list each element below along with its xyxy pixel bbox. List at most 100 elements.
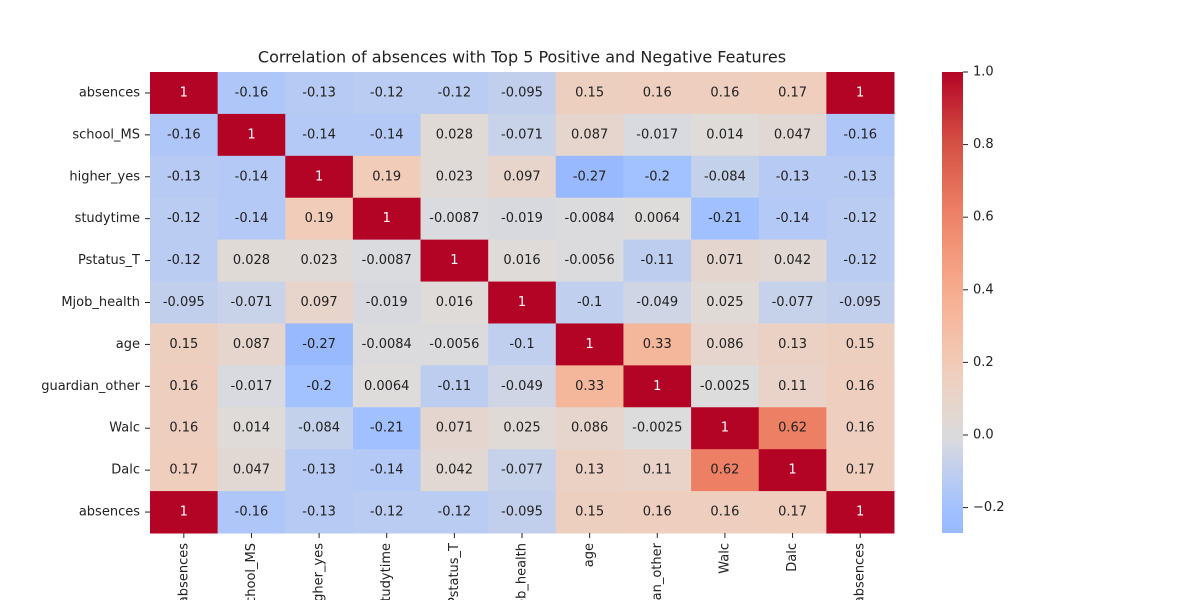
cell-label: -0.11 xyxy=(438,379,472,394)
cell-label: 1 xyxy=(653,379,661,394)
y-tick-label: Pstatus_T xyxy=(78,253,140,268)
cell-label: -0.095 xyxy=(839,295,881,310)
heatmap-cell xyxy=(826,197,895,241)
cell-label: -0.13 xyxy=(302,85,336,100)
colorbar-tick-label: 1.0 xyxy=(973,65,994,80)
cell-label: 0.16 xyxy=(710,85,739,100)
heatmap-cell xyxy=(623,323,692,366)
cell-label: 0.087 xyxy=(571,127,608,142)
x-tick-label: Dalc xyxy=(785,543,800,572)
cell-label: -0.12 xyxy=(167,211,201,226)
cell-label: 0.016 xyxy=(503,253,540,268)
cell-label: 0.17 xyxy=(778,505,807,520)
heatmap-cell xyxy=(488,365,557,408)
heatmap-cell xyxy=(488,72,557,115)
cell-label: 0.15 xyxy=(846,337,875,352)
heatmap-cell xyxy=(826,491,895,534)
heatmap-cell xyxy=(352,323,422,366)
cell-label: -0.1 xyxy=(509,337,534,352)
heatmap-cell xyxy=(758,323,827,366)
colorbar-tick-label: 0.2 xyxy=(973,355,994,370)
cell-label: 0.097 xyxy=(300,295,337,310)
cell-label: 0.33 xyxy=(575,379,604,394)
heatmap-cell xyxy=(488,113,557,157)
cell-label: -0.084 xyxy=(704,169,746,184)
cell-label: -0.017 xyxy=(636,127,678,142)
cell-label: 0.19 xyxy=(372,169,401,184)
cell-label: 0.33 xyxy=(643,337,672,352)
x-tick-label: absences xyxy=(176,543,191,600)
heatmap-cell xyxy=(352,197,422,241)
cell-label: 0.0064 xyxy=(635,211,681,226)
chart-title: Correlation of absences with Top 5 Posit… xyxy=(258,48,786,67)
heatmap-cell xyxy=(758,113,827,157)
cell-label: -0.077 xyxy=(501,463,543,478)
cell-label: 0.025 xyxy=(706,295,743,310)
cell-label: 1 xyxy=(788,463,796,478)
heatmap-cell xyxy=(352,491,422,534)
cell-label: -0.13 xyxy=(843,169,877,184)
cell-label: 0.15 xyxy=(575,85,604,100)
cell-label: 1 xyxy=(450,253,458,268)
y-tick-label: Walc xyxy=(109,421,140,436)
heatmap-cell xyxy=(555,281,624,324)
cell-label: 0.62 xyxy=(710,463,739,478)
heatmap-cell xyxy=(555,239,624,283)
heatmap-cell xyxy=(150,113,219,157)
cell-label: -0.019 xyxy=(366,295,408,310)
cell-label: 0.086 xyxy=(571,421,608,436)
cell-label: 0.13 xyxy=(778,337,807,352)
heatmap-cell xyxy=(352,239,422,283)
cell-label: 0.17 xyxy=(169,463,198,478)
cell-label: 0.16 xyxy=(169,421,198,436)
heatmap-cell xyxy=(285,239,354,283)
heatmap-cell xyxy=(623,449,692,492)
cell-label: 0.16 xyxy=(710,505,739,520)
heatmap-cell xyxy=(352,155,422,199)
cell-label: 1 xyxy=(247,127,255,142)
cell-label: -0.12 xyxy=(370,85,404,100)
heatmap-cell xyxy=(623,72,692,115)
cell-label: 0.047 xyxy=(774,127,811,142)
cell-label: -0.16 xyxy=(235,505,269,520)
heatmap-cell xyxy=(555,449,624,492)
heatmap-cell xyxy=(623,365,692,408)
colorbar-tick-label: 0.0 xyxy=(973,427,994,442)
heatmap-cell xyxy=(691,239,760,283)
heatmap-cell xyxy=(420,407,489,450)
heatmap-cell xyxy=(150,407,219,450)
heatmap-cell xyxy=(150,197,219,241)
y-tick-label: absences xyxy=(79,85,140,100)
heatmap-cell xyxy=(758,281,827,324)
heatmap-cell xyxy=(758,449,827,492)
heatmap-cell xyxy=(285,365,354,408)
heatmap-cell xyxy=(150,365,219,408)
colorbar-tick-label: 0.6 xyxy=(973,210,994,225)
cell-label: 0.16 xyxy=(643,85,672,100)
heatmap-cell xyxy=(285,197,354,241)
cell-label: 0.023 xyxy=(436,169,473,184)
cell-label: 1 xyxy=(518,295,526,310)
y-tick-label: Dalc xyxy=(111,463,140,478)
cell-label: 0.11 xyxy=(643,463,672,478)
heatmap-cell xyxy=(420,197,489,241)
cell-label: -0.11 xyxy=(640,253,674,268)
heatmap-cell xyxy=(555,72,624,115)
x-tick-label: school_MS xyxy=(244,543,259,600)
heatmap-cell xyxy=(217,155,286,199)
cell-label: -0.21 xyxy=(708,211,742,226)
cell-label: 1 xyxy=(180,85,188,100)
heatmap-cell xyxy=(758,407,827,450)
heatmap-cell xyxy=(420,365,489,408)
cell-label: -0.0084 xyxy=(362,337,412,352)
x-tick-label: guardian_other xyxy=(650,542,665,600)
cell-label: -0.12 xyxy=(438,505,472,520)
cell-label: -0.0025 xyxy=(700,379,750,394)
cell-label: 0.16 xyxy=(643,505,672,520)
heatmap-cell xyxy=(691,155,760,199)
cell-label: 0.16 xyxy=(169,379,198,394)
heatmap-cell xyxy=(420,113,489,157)
cell-label: -0.16 xyxy=(235,85,269,100)
cell-label: 0.097 xyxy=(503,169,540,184)
